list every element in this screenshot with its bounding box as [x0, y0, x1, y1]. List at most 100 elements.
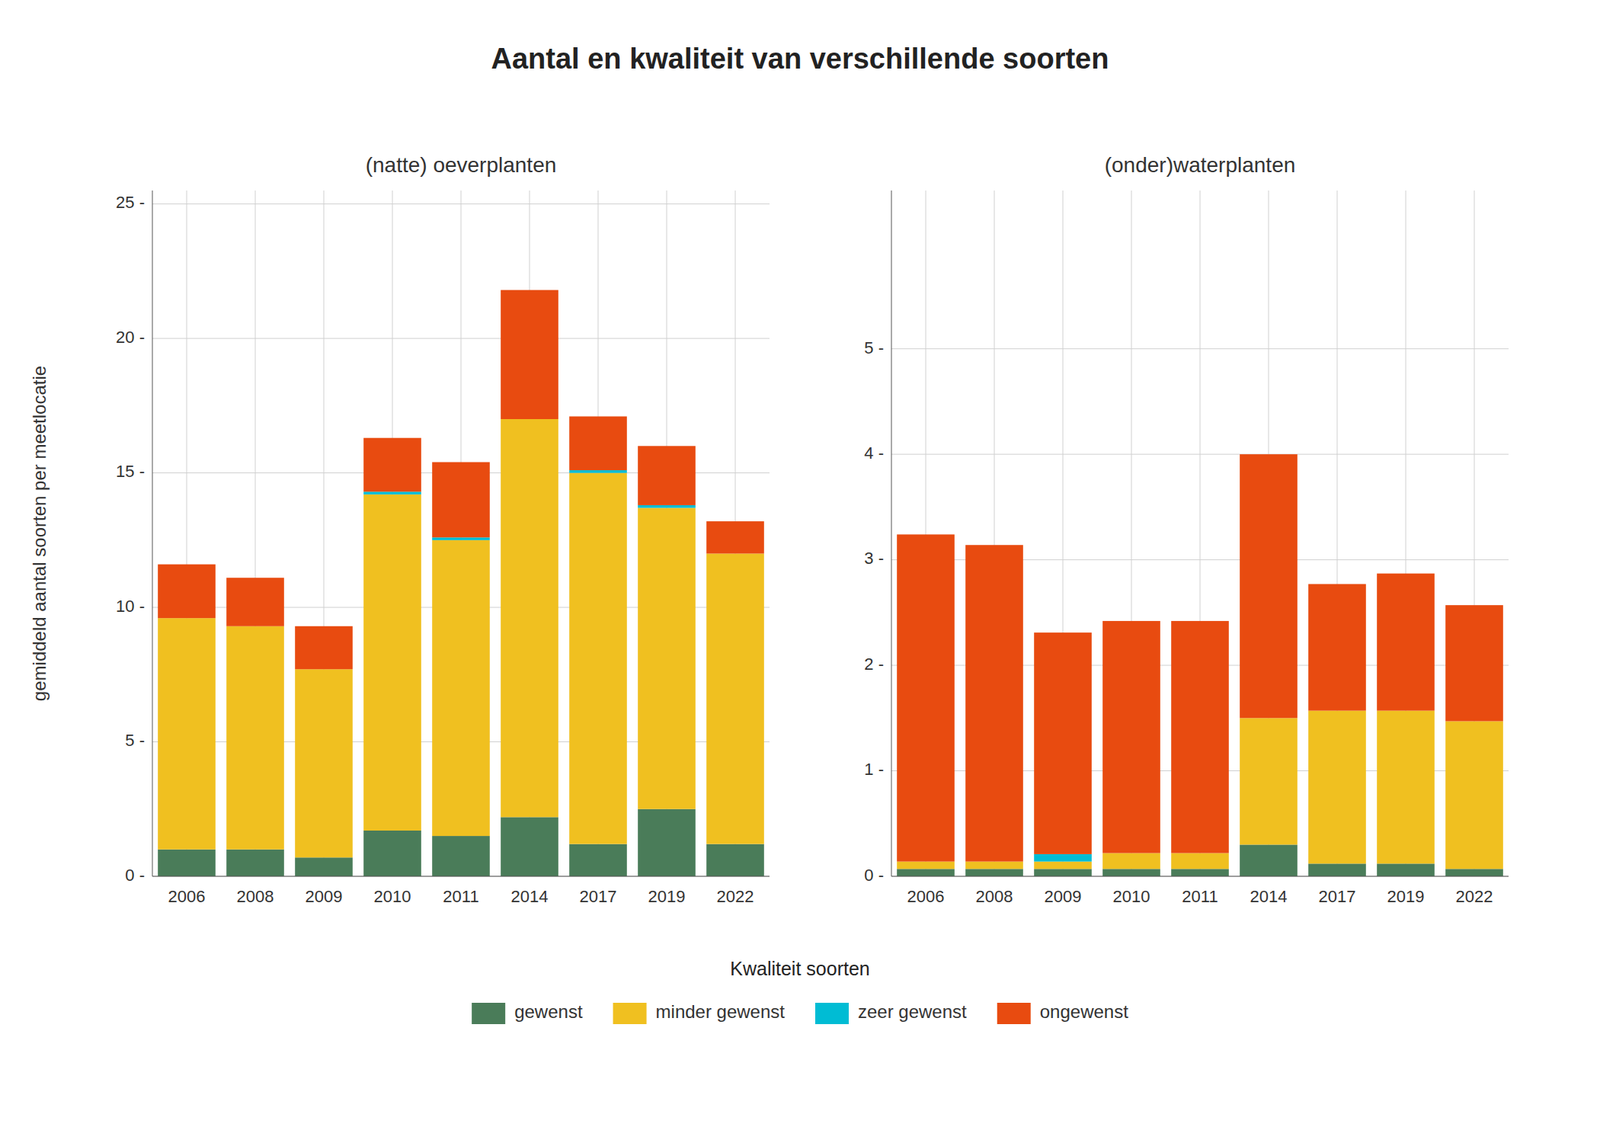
bar-segment: [157, 849, 216, 877]
bar-segment: [157, 617, 216, 850]
x-tick-label: 2008: [976, 886, 1014, 906]
bar-segment: [294, 857, 353, 877]
bar-segment: [363, 438, 422, 493]
x-tick-label: 2006: [907, 886, 945, 906]
bar-segment: [432, 537, 490, 541]
x-tick-label: 2011: [1181, 886, 1218, 906]
bar-segment: [1376, 710, 1435, 864]
grid-line: [891, 876, 1509, 877]
y-tick-label: 4 -: [864, 443, 884, 463]
axis-line: [152, 876, 770, 877]
y-tick-label: 15 -: [115, 461, 145, 481]
bar-segment: [1033, 868, 1092, 877]
bar-segment: [1376, 863, 1435, 877]
y-tick-label: 3 -: [864, 548, 884, 568]
x-tick-label: 2011: [442, 886, 479, 906]
x-tick-label: 2010: [1113, 886, 1151, 906]
axis-line: [152, 190, 154, 877]
bar-segment: [1308, 710, 1367, 864]
bar-segment: [226, 849, 285, 877]
bar-segment: [500, 816, 559, 877]
panel: (natte) oeverplanten0 -5 -10 -15 -20 -25…: [115, 153, 770, 906]
bar-segment: [1033, 861, 1092, 870]
bar-segment: [1171, 853, 1229, 870]
bar-segment: [1445, 604, 1504, 721]
legend-label: ongewenst: [1040, 1001, 1129, 1022]
bar-segment: [637, 809, 696, 877]
bar-segment: [1033, 854, 1092, 862]
bar-segment: [226, 626, 285, 850]
series: [1033, 854, 1092, 862]
subtitle: (natte) oeverplanten: [365, 153, 557, 177]
legend-swatch: [815, 1002, 849, 1024]
bar-segment: [432, 540, 490, 836]
axis-line: [891, 190, 893, 877]
bar-segment: [965, 861, 1024, 870]
bar-segment: [1033, 632, 1092, 855]
legend-swatch: [471, 1002, 506, 1024]
series: [157, 290, 765, 670]
x-tick-label: 2009: [1044, 886, 1082, 906]
x-tick-label: 2017: [1318, 886, 1357, 906]
title: Aantal en kwaliteit van verschillende so…: [491, 42, 1110, 75]
legend-item: ongewenst: [997, 1001, 1129, 1024]
bar-segment: [1102, 868, 1161, 877]
y-axis-label: gemiddeld aantal soorten per meetlocatie: [28, 365, 50, 701]
bar-segment: [1171, 620, 1229, 854]
bar-segment: [500, 290, 559, 420]
y-tick-label: 1 -: [864, 759, 884, 779]
bar-segment: [1171, 868, 1229, 877]
bar-segment: [432, 461, 490, 538]
panel: (onder)waterplanten0 -1 -2 -3 -4 -5 -200…: [864, 153, 1509, 906]
legend-label: zeer gewenst: [857, 1001, 967, 1022]
grid-line: [152, 876, 770, 877]
legend-swatch: [997, 1002, 1031, 1024]
x-tick-label: 2019: [1387, 886, 1425, 906]
bar-segment: [637, 505, 696, 509]
bar-segment: [1239, 717, 1298, 845]
background: [0, 0, 1600, 1143]
bar-segment: [1445, 868, 1504, 877]
bar-segment: [706, 553, 765, 844]
series: [157, 419, 765, 858]
legend-item: minder gewenst: [613, 1001, 786, 1024]
bar-segment: [706, 521, 765, 554]
bar-segment: [1102, 853, 1161, 870]
bar-segment: [432, 835, 490, 877]
bar-segment: [363, 830, 422, 877]
subtitle: (onder)waterplanten: [1104, 153, 1296, 177]
bar-segment: [226, 577, 285, 627]
bar-segment: [965, 544, 1024, 861]
x-tick-label: 2022: [716, 886, 755, 906]
y-tick-label: 0 -: [864, 865, 884, 885]
bar-segment: [1376, 573, 1435, 711]
y-tick-label: 25 -: [115, 192, 145, 212]
x-tick-label: 2017: [579, 886, 618, 906]
bars: [896, 454, 1504, 877]
bar-segment: [294, 626, 353, 669]
y-tick-label: 10 -: [115, 596, 145, 616]
x-tick-label: 2014: [511, 886, 549, 906]
y-tick-label: 20 -: [115, 327, 145, 347]
bar-segment: [896, 534, 955, 861]
bar-segment: [1102, 620, 1161, 854]
bar-segment: [706, 844, 765, 877]
bar-segment: [569, 473, 628, 845]
bar-segment: [637, 445, 696, 506]
bar-segment: [157, 564, 216, 619]
bars: [157, 290, 765, 877]
bar-segment: [569, 844, 628, 877]
x-tick-label: 2006: [168, 886, 206, 906]
x-tick-label: 2014: [1250, 886, 1288, 906]
legend: Kwaliteit soortengewenstminder gewenstze…: [471, 957, 1129, 1024]
series: [896, 454, 1504, 861]
bar-segment: [1445, 720, 1504, 869]
bar-segment: [1239, 844, 1298, 877]
bar-segment: [294, 668, 353, 858]
bar-segment: [637, 507, 696, 809]
bar-segment: [896, 868, 955, 877]
x-tick-label: 2008: [236, 886, 275, 906]
bar-segment: [500, 419, 559, 817]
bar-segment: [569, 470, 628, 474]
x-tick-label: 2022: [1456, 886, 1494, 906]
